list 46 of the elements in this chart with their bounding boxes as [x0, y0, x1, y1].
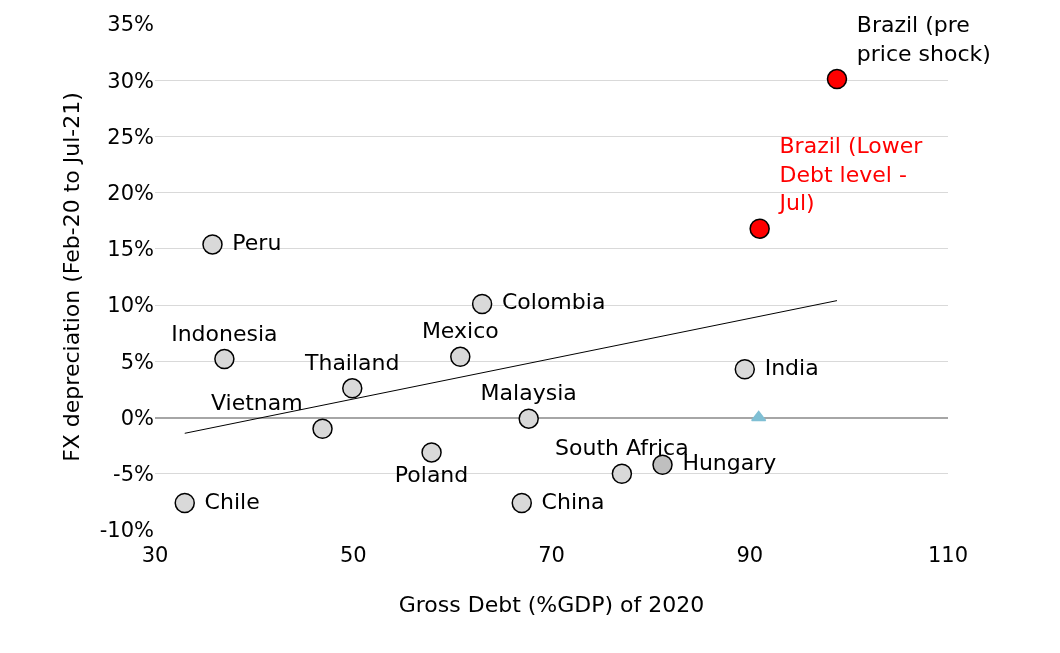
point	[312, 418, 333, 440]
y-tick-label: 20%	[107, 181, 154, 206]
series-label: China	[534, 488, 612, 514]
y-axis-title: FX depreciation (Feb-20 to Jul-21)	[58, 92, 84, 462]
y-tick-label: -10%	[99, 518, 154, 543]
y-tick-label: 10%	[107, 293, 154, 318]
point	[749, 218, 770, 239]
series-label: Malaysia	[473, 380, 584, 406]
x-tick-label: 90	[736, 543, 764, 567]
y-tick-label: 15%	[107, 237, 154, 262]
series-label: Vietnam	[203, 390, 310, 416]
y-tick-label: 0%	[120, 405, 154, 430]
point	[826, 68, 848, 90]
point	[174, 492, 195, 514]
point	[518, 408, 539, 429]
y-tick-label: -5%	[113, 462, 154, 487]
x-tick-label: 50	[339, 543, 367, 567]
series-label: Mexico	[414, 318, 506, 344]
point	[511, 492, 533, 514]
series-label: Poland	[387, 461, 476, 487]
series-label: Colombia	[494, 289, 613, 315]
point	[214, 348, 235, 370]
y-tick-label: 5%	[120, 349, 154, 374]
point	[342, 378, 363, 399]
y-tick-label: 25%	[107, 124, 154, 149]
point	[611, 463, 633, 485]
series-label: Brazil (Lower Debt level - Jul)	[772, 133, 930, 216]
y-tick-label: 30%	[107, 68, 154, 93]
point	[734, 358, 756, 380]
x-tick-label: 110	[927, 543, 969, 567]
point	[421, 442, 442, 463]
point	[450, 346, 471, 368]
series-label: India	[757, 354, 826, 380]
x-tick-label: 70	[538, 543, 565, 567]
series-label: Chile	[197, 488, 267, 514]
point	[202, 234, 223, 255]
x-axis-title: Gross Debt (%GDP) of 2020	[398, 591, 705, 617]
series-label: Peru	[225, 229, 289, 255]
x-tick-label: 30	[141, 543, 169, 567]
point	[471, 293, 493, 315]
series-label: Indonesia	[164, 320, 285, 346]
point	[652, 454, 673, 476]
point	[750, 410, 767, 422]
series-label: Brazil (pre price shock)	[849, 12, 998, 66]
series-label: Thailand	[298, 349, 407, 375]
y-tick-label: 35%	[107, 12, 154, 37]
